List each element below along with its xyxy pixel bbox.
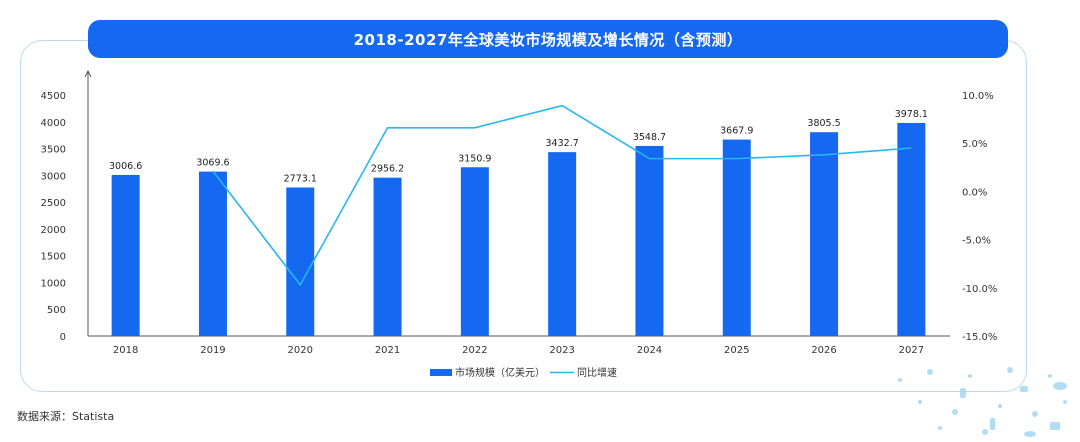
bar-data-label: 3548.7: [633, 132, 666, 143]
bar-data-label: 3667.9: [720, 126, 753, 137]
right-axis-tick-label: 10.0%: [962, 91, 994, 102]
bar-2019: [198, 171, 227, 336]
x-axis-tick-label: 2018: [113, 345, 138, 356]
bar-2022: [460, 167, 489, 336]
x-axis-tick-label: 2023: [549, 345, 574, 356]
left-axis-tick-label: 4500: [41, 91, 66, 102]
beauty-decoration-icons: [898, 367, 1067, 437]
bar-data-label: 3069.6: [196, 158, 229, 169]
x-axis-tick-label: 2024: [637, 345, 662, 356]
x-axis-tick-label: 2021: [375, 345, 400, 356]
x-axis-tick-label: 2026: [811, 345, 836, 356]
y-axis-arrow-icon: [84, 69, 92, 78]
right-axis-tick-label: -10.0%: [962, 284, 997, 295]
bar-data-label: 2956.2: [371, 164, 404, 175]
left-axis-tick-label: 500: [47, 305, 66, 316]
left-axis-tick-label: 1500: [41, 252, 66, 263]
chart-card: [20, 40, 1027, 392]
bar-data-label: 3006.6: [109, 161, 142, 172]
x-axis-tick-label: 2027: [899, 345, 924, 356]
bar-data-label: 3150.9: [458, 153, 491, 164]
x-axis-tick-label: 2019: [200, 345, 225, 356]
legend-label-bar: 市场规模（亿美元）: [455, 366, 545, 379]
bar-2025: [722, 139, 751, 336]
right-axis-tick-label: 5.0%: [962, 139, 987, 150]
left-axis-tick-label: 3500: [41, 145, 66, 156]
bar-data-label: 2773.1: [284, 173, 317, 184]
bar-2026: [810, 132, 839, 336]
bar-data-label: 3978.1: [895, 109, 928, 120]
left-axis-tick-label: 2500: [41, 198, 66, 209]
left-axis-tick-label: 4000: [41, 118, 66, 129]
x-axis-tick-label: 2020: [288, 345, 313, 356]
legend-label-line: 同比增速: [577, 366, 617, 379]
left-axis-tick-label: 0: [60, 332, 66, 343]
bar-2024: [635, 145, 664, 336]
bar-data-label: 3805.5: [807, 118, 840, 129]
bar-2027: [897, 122, 926, 336]
left-axis-tick-label: 3000: [41, 171, 66, 182]
chart-title: 2018-2027年全球美妆市场规模及增长情况（含预测）: [88, 20, 1008, 58]
x-axis-tick-label: 2022: [462, 345, 487, 356]
bar-2023: [548, 152, 577, 336]
source-note: 数据来源：Statista: [17, 410, 115, 423]
left-axis-tick-label: 1000: [41, 278, 66, 289]
right-axis-tick-label: -15.0%: [962, 332, 997, 343]
x-axis-tick-label: 2025: [724, 345, 749, 356]
bar-2020: [286, 187, 315, 336]
right-axis-tick-label: 0.0%: [962, 187, 987, 198]
legend-swatch-bar: [430, 369, 452, 376]
right-axis-tick-label: -5.0%: [962, 236, 991, 247]
left-axis-tick-label: 2000: [41, 225, 66, 236]
bar-2018: [111, 174, 140, 336]
bar-2021: [373, 177, 402, 336]
bar-data-label: 3432.7: [546, 138, 579, 149]
